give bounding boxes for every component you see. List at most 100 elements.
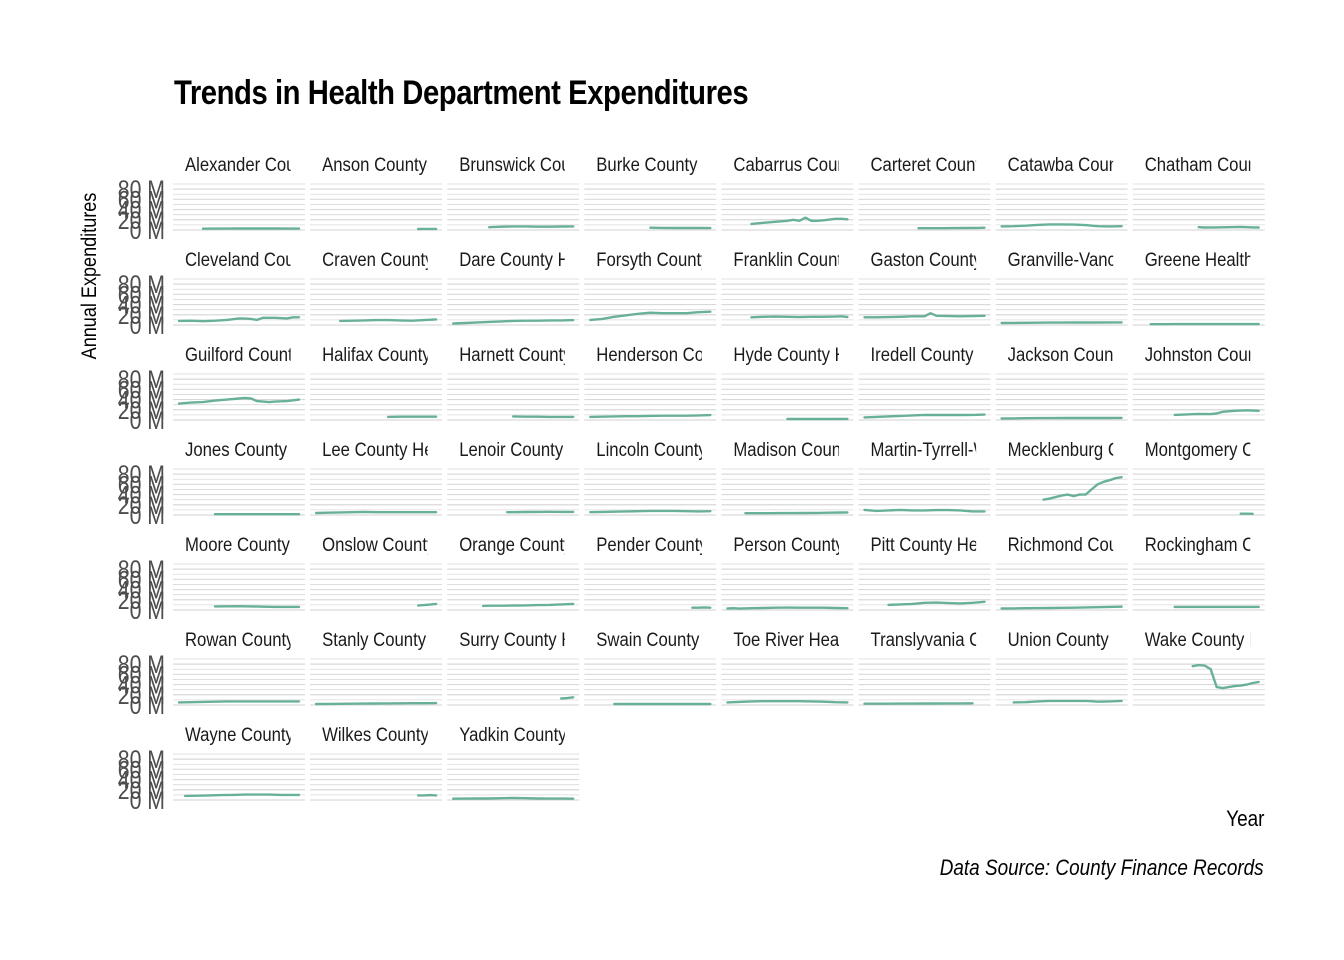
- series-line: [482, 602, 575, 608]
- chart-caption: Data Source: County Finance Records: [940, 855, 1264, 880]
- facet-title: Wilkes County Health Department: [322, 724, 574, 745]
- series-line: [887, 600, 986, 607]
- facet-title: Lincoln County Health Department: [596, 439, 851, 460]
- y-tick-label: 0 M: [130, 216, 165, 244]
- series-line: [177, 396, 301, 405]
- facet-title: Gaston County Health Department: [871, 249, 1127, 270]
- y-tick-label: 20 M: [118, 206, 165, 234]
- facet-title: Wayne County Health Department: [185, 724, 439, 745]
- facet-title: Surry County Health Department: [459, 629, 701, 650]
- facet-title: Henderson County Health Department: [596, 344, 880, 365]
- series-line: [1000, 223, 1123, 228]
- y-tick-label: 0 M: [130, 501, 165, 529]
- series-line: [183, 793, 301, 798]
- facet-title: Burke County Health Department: [596, 154, 842, 175]
- series-line: [589, 509, 712, 514]
- facet-title: Catawba County Health Department: [1008, 154, 1276, 175]
- facet-title: Chatham County Health Department: [1145, 154, 1344, 175]
- facet-title: Pender County Health Department: [596, 534, 852, 555]
- facet-title: Halifax County Health Department: [322, 344, 575, 365]
- series-line: [1197, 225, 1260, 229]
- facet-title: Cabarrus County Health Department: [733, 154, 1004, 175]
- series-line: [1191, 663, 1260, 690]
- facet-title: Orange County Health Department: [459, 534, 717, 555]
- facet-title: Lenoir County Health Department: [459, 439, 708, 460]
- y-tick-label: 60 M: [118, 471, 165, 499]
- facet-title: Wake County Health Department: [1145, 629, 1344, 650]
- facet-title: Rowan County Health Department: [185, 629, 439, 650]
- series-line: [726, 606, 849, 610]
- y-tick-label: 20 M: [118, 681, 165, 709]
- facet-title: Person County Health Department: [733, 534, 988, 555]
- series-line: [560, 696, 575, 700]
- series-line: [488, 225, 575, 229]
- facet-title: Swain County Health Department: [596, 629, 844, 650]
- facet-title: Toe River Health District: [733, 629, 912, 650]
- facet-title: Translyvania County Health Department: [871, 629, 1167, 650]
- facet-title: Jackson County Health Department: [1008, 344, 1272, 365]
- y-tick-label: 0 M: [130, 596, 165, 624]
- facet-title: Cleveland County Health Department: [185, 249, 462, 270]
- y-tick-label: 40 M: [118, 576, 165, 604]
- series-line: [338, 318, 438, 323]
- facet-title: Greene Health Department: [1145, 249, 1344, 270]
- facet-title: Pitt County Health Department: [871, 534, 1098, 555]
- y-tick-label: 40 M: [118, 386, 165, 414]
- series-line: [1000, 605, 1123, 610]
- y-tick-label: 40 M: [118, 196, 165, 224]
- y-tick-label: 60 M: [118, 756, 165, 784]
- series-line: [213, 605, 301, 609]
- series-line: [726, 700, 849, 704]
- facet-title: Richmond County Health Department: [1008, 534, 1286, 555]
- facet-title: Iredell County Health Department: [871, 344, 1119, 365]
- facet-title: Martin-Tyrrell-Washington District Healt…: [871, 439, 1262, 460]
- facet-title: Anson County Health Department: [322, 154, 572, 175]
- y-tick-label: 0 M: [130, 786, 165, 814]
- facet-title: Johnston County Health Department: [1145, 344, 1344, 365]
- facet-title: Yadkin County Health Department: [459, 724, 711, 745]
- series-line: [452, 796, 575, 800]
- facet-title: Guilford County Health Department: [185, 344, 446, 365]
- series-line: [917, 226, 986, 230]
- series-line: [744, 511, 849, 515]
- y-tick-label: 60 M: [118, 566, 165, 594]
- facet-title: Hyde County Health Department: [733, 344, 974, 365]
- series-line: [314, 701, 438, 706]
- facet-title: Brunswick County Health Department: [459, 154, 737, 175]
- series-line: [1000, 416, 1123, 420]
- y-tick-label: 20 M: [118, 491, 165, 519]
- y-tick-label: 40 M: [118, 481, 165, 509]
- facet-title: Onslow County Health Department: [322, 534, 580, 555]
- y-tick-label: 60 M: [118, 376, 165, 404]
- series-line: [863, 312, 986, 319]
- facet-title: Union County Health Department: [1008, 629, 1254, 650]
- y-tick-label: 20 M: [118, 396, 165, 424]
- facet-title: Franklin County Health Department: [733, 249, 995, 270]
- y-tick-label: 80 M: [118, 175, 165, 203]
- series-line: [1012, 699, 1123, 704]
- series-line: [416, 602, 438, 607]
- y-tick-label: 60 M: [118, 186, 165, 214]
- x-axis-label: Year: [1225, 806, 1264, 831]
- y-tick-label: 20 M: [118, 586, 165, 614]
- series-line: [863, 508, 986, 513]
- series-line: [589, 413, 712, 419]
- y-tick-label: 80 M: [118, 365, 165, 393]
- y-tick-label: 80 M: [118, 555, 165, 583]
- facet-title: Forsyth County Health Department: [596, 249, 854, 270]
- facet-title: Craven County Health Department: [322, 249, 578, 270]
- series-line: [452, 318, 575, 325]
- series-line: [589, 310, 712, 322]
- y-tick-label: 0 M: [130, 691, 165, 719]
- series-line: [512, 415, 575, 419]
- series-line: [177, 316, 301, 323]
- y-tick-label: 80 M: [118, 650, 165, 678]
- facet-title: Granville-Vance District Health Departme…: [1008, 249, 1326, 270]
- series-line: [1000, 321, 1123, 325]
- facet-title: Rockingham County Health Department: [1145, 534, 1344, 555]
- y-tick-label: 60 M: [118, 281, 165, 309]
- y-tick-label: 40 M: [118, 766, 165, 794]
- facet-title: Madison County Health Department: [733, 439, 999, 460]
- facet-title: Carteret County Health Department: [871, 154, 1134, 175]
- series-line: [750, 315, 849, 319]
